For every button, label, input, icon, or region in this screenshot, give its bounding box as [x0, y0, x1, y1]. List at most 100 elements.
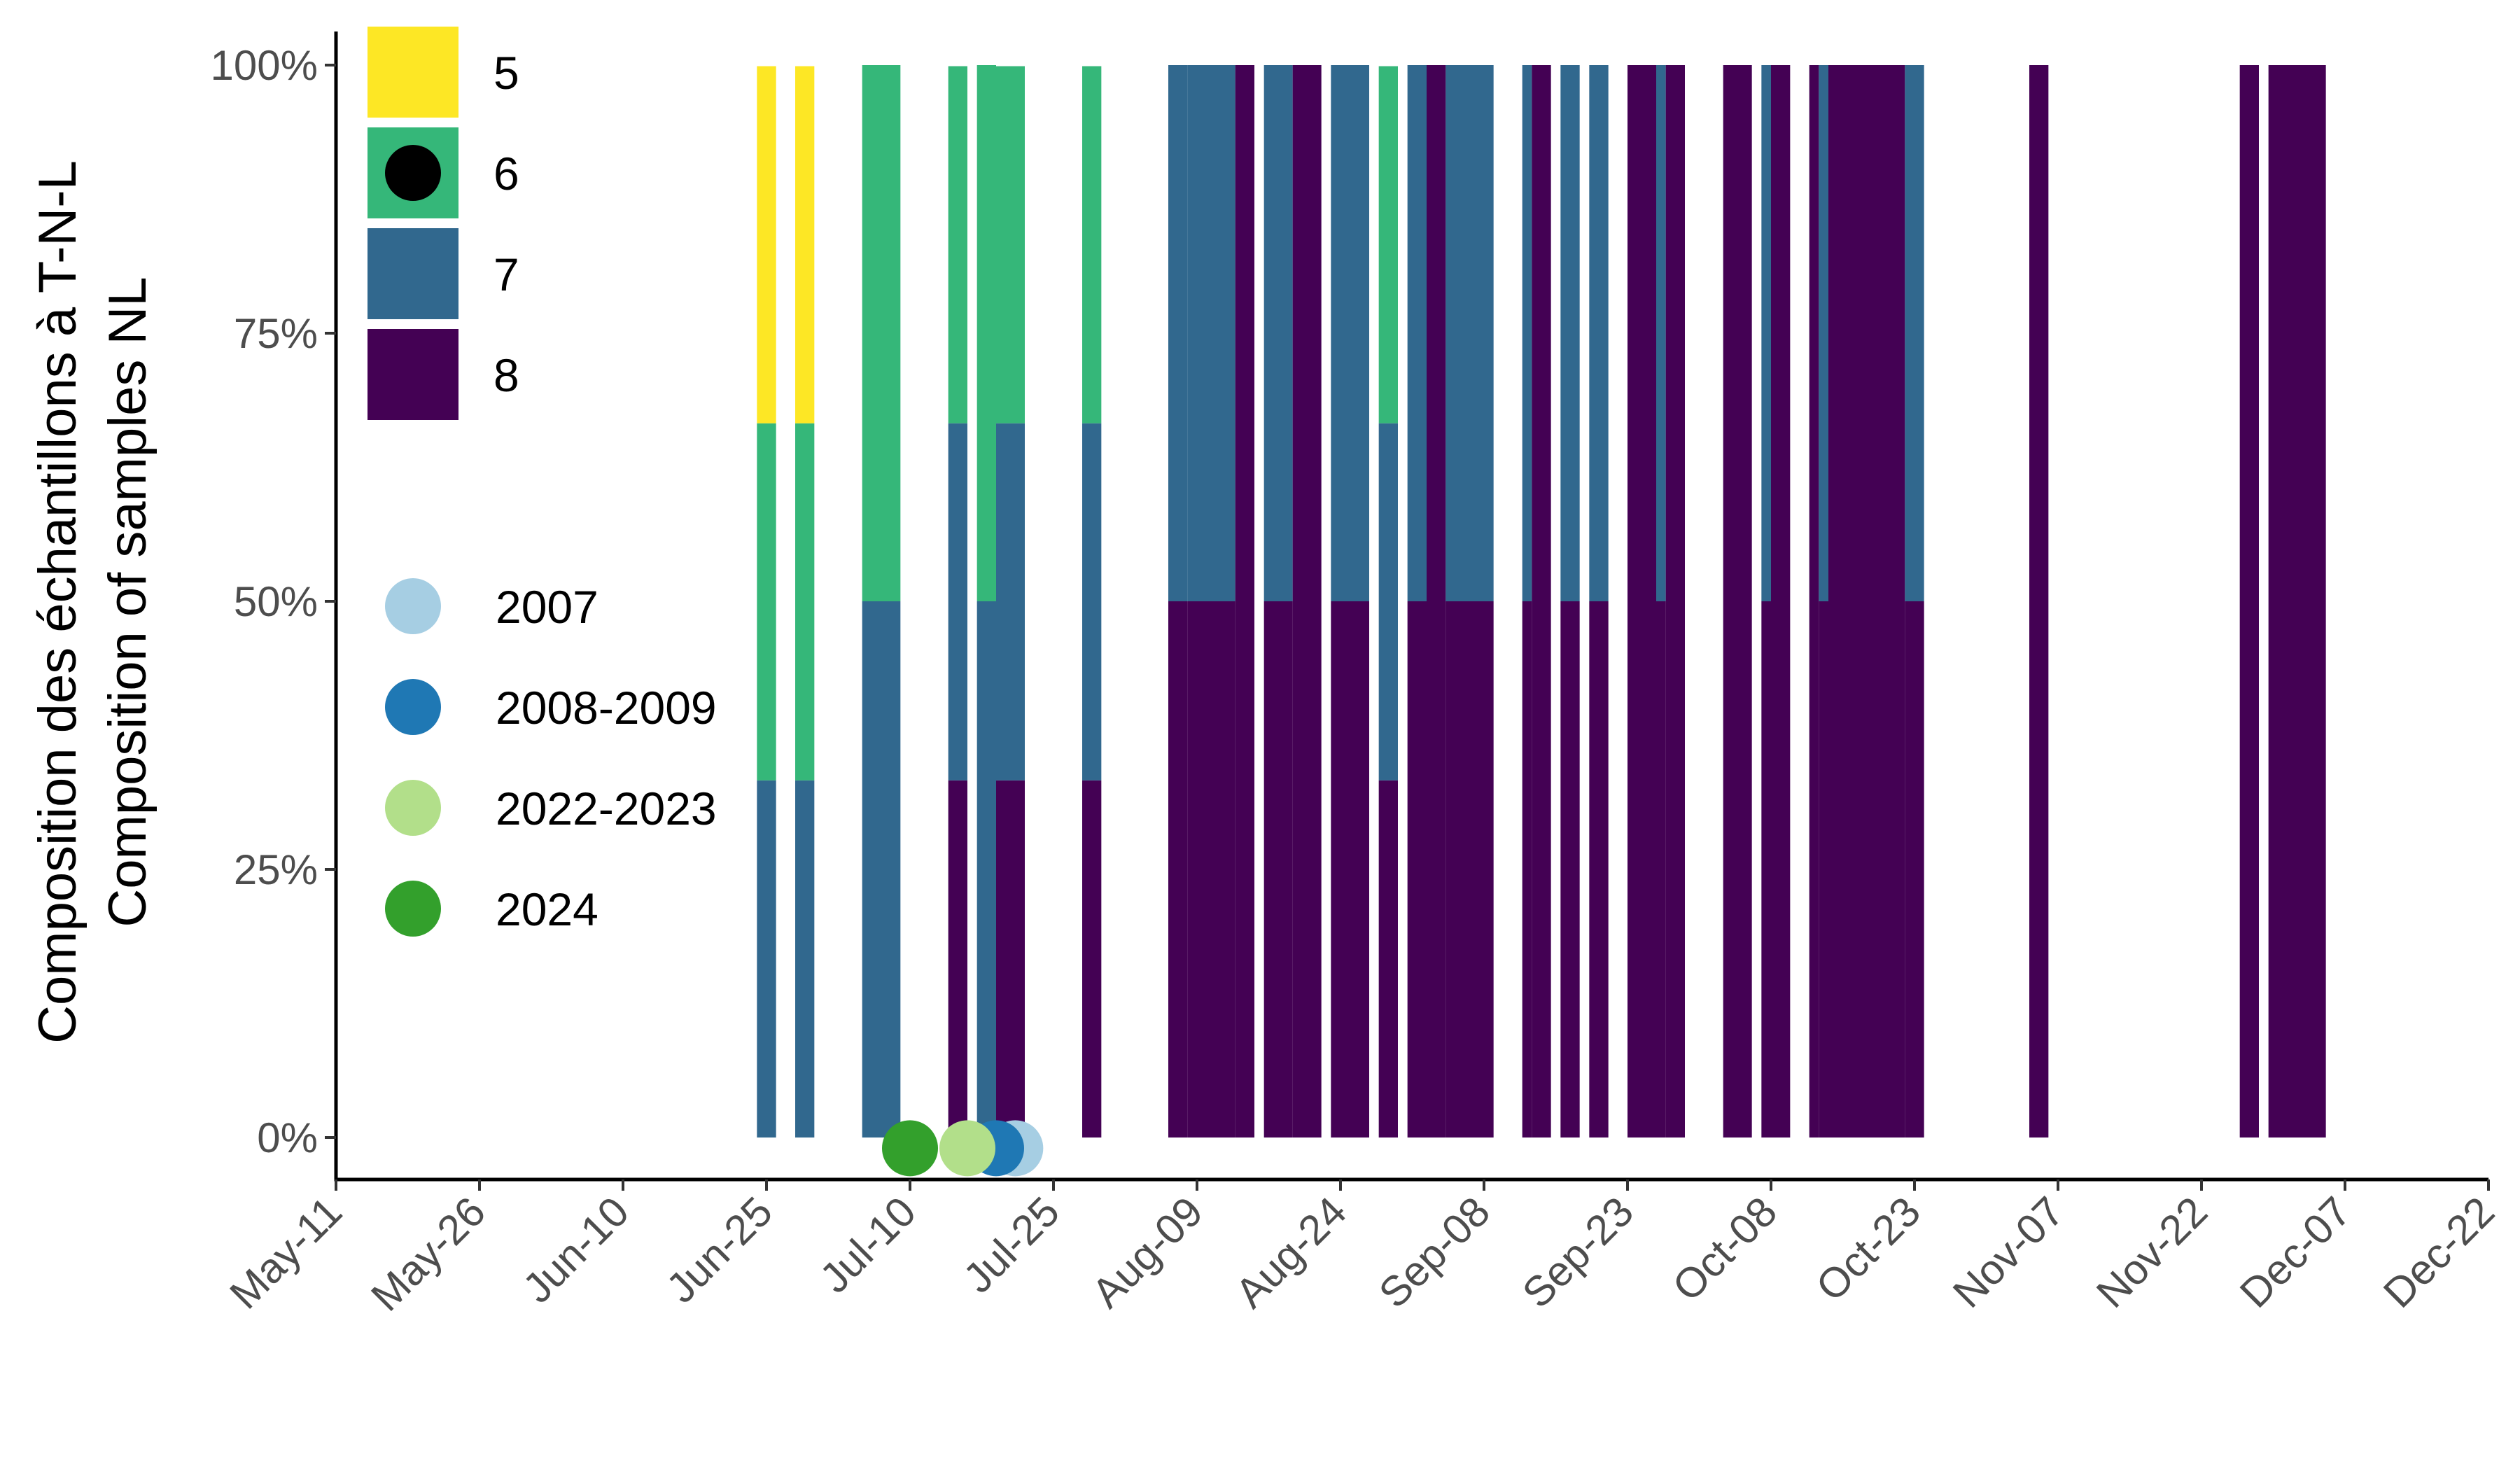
bar-segment-31-cat-8: [2029, 65, 2049, 1138]
marker-2022-2023: [939, 1120, 995, 1177]
bar-segment-6-cat-6: [1082, 66, 1102, 424]
legend-year-marker-2022-2023: [385, 780, 441, 836]
bar-segment-6-cat-7: [1082, 423, 1102, 780]
legend-year-label-2007: 2007: [496, 581, 598, 633]
bar-segment-25-cat-8: [1761, 601, 1771, 1138]
bar-segment-4-cat-7: [976, 601, 996, 1138]
x-tick-label: Nov-22: [2087, 1188, 2216, 1317]
bar-segment-27-cat-8: [1809, 65, 1819, 1138]
bar-segment-20-cat-7: [1589, 65, 1609, 601]
legend-label-7: 7: [493, 248, 519, 300]
bar-segment-1-cat-5: [795, 66, 815, 424]
x-tick-label: Nov-07: [1944, 1188, 2073, 1317]
bar-segment-5-cat-6: [996, 66, 1025, 424]
legend-layer: 5 6 7 8 2007 2008-2009 2022-2023 2024: [368, 27, 717, 937]
x-tick-label: May-11: [220, 1188, 351, 1318]
legend-label-6: 6: [493, 148, 519, 200]
legend-year-label-2008-2009: 2008-2009: [496, 682, 717, 734]
legend-key-8: [368, 329, 458, 420]
bar-segment-0-cat-5: [757, 66, 776, 424]
y-tick-label: 25%: [234, 846, 318, 893]
x-tick-label: Jun-25: [657, 1188, 781, 1312]
y-tick-label: 75%: [234, 310, 318, 357]
x-tick-label: Sep-23: [1513, 1188, 1642, 1317]
x-tick-label: Aug-24: [1226, 1188, 1355, 1317]
bar-segment-0-cat-7: [757, 780, 776, 1138]
bar-segment-13-cat-6: [1378, 66, 1398, 424]
bar-segment-23-cat-8: [1665, 65, 1685, 1138]
bar-segment-8-cat-7: [1187, 65, 1236, 601]
y-tick-label: 100%: [211, 42, 318, 89]
legend-key-7: [368, 228, 458, 319]
bar-segment-25-cat-7: [1761, 65, 1771, 601]
bar-segment-7-cat-8: [1168, 601, 1188, 1138]
bar-segment-22-cat-7: [1656, 65, 1666, 601]
bar-segment-15-cat-8: [1427, 65, 1446, 1138]
legend-key-marker-6: [385, 145, 441, 201]
legend-year-label-2024: 2024: [496, 883, 598, 935]
bar-segment-4-cat-6: [976, 65, 996, 601]
bar-segment-24-cat-8: [1723, 65, 1752, 1138]
bar-segment-10-cat-8: [1264, 601, 1293, 1138]
bar-segment-33-cat-8: [2268, 65, 2288, 1138]
bar-segment-1-cat-6: [795, 423, 815, 780]
bar-segment-34-cat-8: [2288, 65, 2326, 1138]
bar-segment-17-cat-8: [1522, 601, 1532, 1138]
x-tick-label: Jun-10: [514, 1188, 638, 1312]
bar-segment-3-cat-6: [948, 66, 967, 424]
bars-layer: [757, 65, 2326, 1138]
x-tick-label: May-26: [362, 1188, 494, 1320]
bar-segment-28-cat-7: [1819, 65, 1828, 601]
bar-segment-3-cat-7: [948, 423, 967, 780]
bar-segment-14-cat-8: [1407, 601, 1427, 1138]
bar-segment-29-cat-8: [1828, 65, 1905, 1138]
x-tick-label: Sep-08: [1370, 1188, 1499, 1317]
bar-segment-30-cat-7: [1905, 65, 1924, 601]
x-tick-label: Jul-10: [811, 1188, 925, 1302]
x-tick-label: Dec-07: [2231, 1188, 2360, 1317]
bar-segment-2-cat-7: [862, 601, 901, 1138]
y-axis-title-line2: Composition of samples NL: [98, 276, 158, 927]
bar-segment-10-cat-7: [1264, 65, 1293, 601]
bar-segment-16-cat-7: [1446, 65, 1494, 601]
legend-label-5: 5: [493, 47, 519, 99]
bar-segment-28-cat-8: [1819, 601, 1828, 1138]
y-tick-label: 0%: [257, 1114, 318, 1161]
x-tick-label: Aug-09: [1083, 1188, 1212, 1317]
bar-segment-5-cat-7: [996, 423, 1025, 780]
x-tick-label: Jul-25: [954, 1188, 1068, 1302]
bar-segment-19-cat-8: [1560, 601, 1580, 1138]
bar-segment-21-cat-8: [1628, 65, 1656, 1138]
x-tick-label: Oct-08: [1663, 1188, 1786, 1310]
legend-year-marker-2007: [385, 578, 441, 634]
y-tick-label: 50%: [234, 578, 318, 625]
legend-year-marker-2008-2009: [385, 679, 441, 735]
bar-segment-12-cat-7: [1331, 65, 1369, 601]
bar-segment-32-cat-8: [2239, 65, 2259, 1138]
bar-segment-13-cat-8: [1378, 780, 1398, 1138]
legend-year-marker-2024: [385, 881, 441, 937]
legend-key-5: [368, 27, 458, 118]
bar-segment-11-cat-8: [1292, 65, 1322, 1138]
bar-segment-0-cat-6: [757, 423, 776, 780]
bar-segment-8-cat-8: [1187, 601, 1236, 1138]
bar-segment-19-cat-7: [1560, 65, 1580, 601]
x-tick-label: Oct-23: [1807, 1188, 1929, 1310]
legend-year-label-2022-2023: 2022-2023: [496, 783, 717, 834]
bar-segment-5-cat-8: [996, 780, 1025, 1138]
legend-label-8: 8: [493, 349, 519, 401]
bar-segment-18-cat-8: [1532, 65, 1551, 1138]
bar-segment-9-cat-8: [1235, 65, 1254, 1138]
bar-segment-1-cat-7: [795, 780, 815, 1138]
bar-segment-16-cat-8: [1446, 601, 1494, 1138]
bar-segment-26-cat-8: [1771, 65, 1791, 1138]
bar-segment-2-cat-6: [862, 65, 901, 601]
bar-segment-6-cat-8: [1082, 780, 1102, 1138]
bar-segment-3-cat-8: [948, 780, 967, 1138]
bar-segment-22-cat-8: [1656, 601, 1666, 1138]
markers-layer: [882, 1120, 1044, 1177]
marker-2024: [882, 1120, 938, 1177]
bar-segment-12-cat-8: [1331, 601, 1369, 1138]
